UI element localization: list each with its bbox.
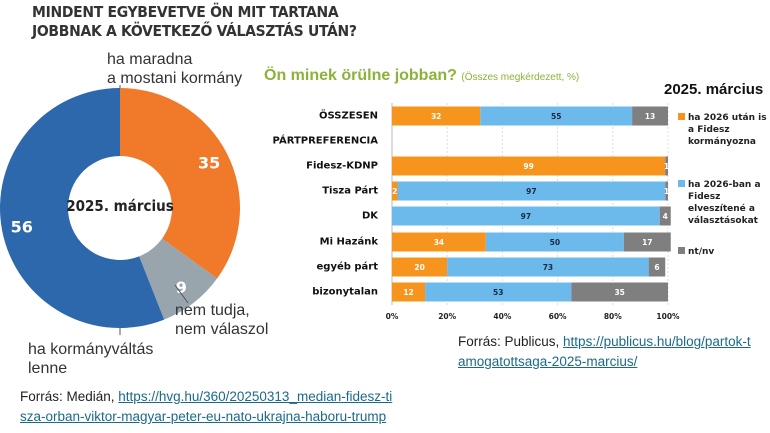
slice-dont-know: [139, 238, 218, 320]
bar-segment: [480, 106, 633, 126]
bar-value-label: 97: [526, 187, 536, 196]
source-left: Forrás: Medián, https://hvg.hu/360/20250…: [20, 387, 395, 427]
bar-value-label: 32: [431, 112, 441, 121]
bar-segment: [392, 156, 666, 176]
bar-value-label: 20: [414, 263, 424, 272]
category-label: egyéb párt: [316, 261, 379, 273]
source-right-link[interactable]: https://publicus.hu/blog/partok-tamogato…: [458, 334, 751, 369]
x-tick-label: 0%: [386, 312, 399, 321]
leader-line: [174, 284, 189, 304]
bar-segment: [659, 206, 671, 226]
bar-value-label: 4: [663, 212, 668, 221]
bar-value-label: 12: [403, 288, 413, 297]
bar-value-label: 73: [543, 263, 553, 272]
legend-item-fidesz: ha 2026 után is a Fidesz kormányozna: [678, 112, 768, 148]
bar-segment: [485, 232, 624, 252]
bar-subtitle: (Összes megkérdezett, %): [461, 72, 580, 83]
legend-swatch: [678, 180, 685, 187]
bar-value-label: 1: [664, 162, 669, 171]
category-label: Fidesz-KDNP: [306, 160, 378, 172]
x-tick-label: 60%: [549, 312, 567, 321]
category-label: ÖSSZESEN: [319, 110, 378, 122]
bar-value-label: 6: [654, 263, 659, 272]
bar-segment: [392, 106, 481, 126]
slice-value-label: 35: [198, 154, 220, 173]
bar-segment: [392, 282, 426, 302]
slice-value-label: 9: [176, 278, 187, 297]
source-left-link[interactable]: https://hvg.hu/360/20250313_median-fides…: [20, 389, 393, 424]
x-tick-label: 80%: [604, 312, 622, 321]
legend-label: ha 2026 után is a Fidesz kormányozna: [688, 113, 767, 147]
bar-segment: [632, 106, 668, 126]
bar-segment: [571, 282, 668, 302]
bar-title-text: Ön minek örülne jobban?: [264, 67, 457, 84]
bar-segment: [665, 156, 668, 176]
legend-swatch: [678, 247, 685, 254]
legend-label: nt/nv: [688, 247, 715, 257]
slice-label-stay: ha maradna a mostani kormány: [107, 51, 243, 87]
legend-swatch: [678, 113, 685, 120]
bar-segment: [447, 257, 649, 277]
x-tick-label: 100%: [656, 312, 680, 321]
bar-segment: [392, 257, 448, 277]
slice-change: [0, 88, 165, 328]
bar-date-label: 2025. március: [664, 81, 764, 98]
bar-value-label: 17: [642, 238, 652, 247]
bar-segment: [392, 206, 660, 226]
legend-item-change: ha 2026-ban a Fidesz elveszítené a válas…: [678, 179, 768, 227]
bar-value-label: 50: [550, 238, 560, 247]
bar-value-label: 13: [645, 112, 655, 121]
legend-item-ntnv: nt/nv: [678, 246, 768, 258]
bar-segment: [425, 282, 572, 302]
bar-value-label: 1: [664, 187, 669, 196]
donut-title: MINDENT EGYBEVETVE ÖN MIT TARTANA JOBBNA…: [32, 3, 357, 40]
slice-stay: [120, 88, 241, 279]
bar-value-label: 55: [551, 112, 561, 121]
source-left-prefix: Forrás: Medián,: [20, 389, 119, 404]
bar-segment: [665, 181, 668, 201]
bar-segment: [623, 232, 671, 252]
bar-value-label: 53: [493, 288, 503, 297]
bar-value-label: 35: [614, 288, 624, 297]
bar-value-label: 97: [521, 212, 531, 221]
category-label: Tisza Párt: [322, 185, 378, 197]
bar-value-label: 2: [392, 187, 397, 196]
category-label: bizonytalan: [312, 286, 378, 298]
bar-segment: [397, 181, 666, 201]
source-right: Forrás: Publicus, https://publicus.hu/bl…: [458, 332, 758, 372]
bar-value-label: 99: [523, 162, 533, 171]
bar-segment: [648, 257, 666, 277]
category-label: PÁRTPREFERENCIA: [272, 135, 378, 147]
bar-segment: [392, 232, 486, 252]
category-label: DK: [361, 210, 378, 222]
slice-value-label: 56: [11, 218, 33, 237]
legend-label: ha 2026-ban a Fidesz elveszítené a válas…: [688, 180, 761, 226]
slice-label-dk: nem tudja, nem válaszol: [175, 302, 269, 338]
donut-chart: 35 9 56: [0, 85, 241, 335]
source-right-prefix: Forrás: Publicus,: [458, 334, 564, 349]
bar-segment: [392, 181, 398, 201]
bar-title: Ön minek örülne jobban? (Összes megkérde…: [264, 67, 579, 85]
donut-center-label: 2025. március: [66, 197, 174, 215]
slice-label-change: ha kormányváltás lenne: [28, 341, 154, 377]
x-tick-label: 20%: [438, 312, 456, 321]
bar-value-label: 34: [434, 238, 444, 247]
x-tick-label: 40%: [493, 312, 511, 321]
category-label: Mi Hazánk: [319, 236, 378, 248]
